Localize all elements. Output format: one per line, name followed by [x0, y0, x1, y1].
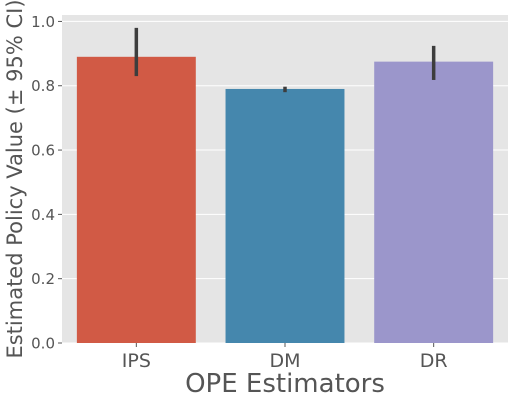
x-axis-title: OPE Estimators [185, 369, 385, 399]
y-axis-title: Estimated Policy Value (± 95% CI) [3, 0, 27, 359]
y-tick-label: 0.6 [31, 142, 55, 160]
bar-dr [374, 61, 494, 344]
x-tick-label: DR [420, 350, 448, 372]
y-tick-label: 0.0 [31, 335, 55, 353]
bar-ips [76, 56, 196, 343]
y-tick-label: 0.2 [31, 270, 55, 288]
y-tick-label: 0.8 [31, 77, 55, 95]
y-tick-label: 1.0 [31, 13, 55, 31]
x-axis-ticks: IPS DM DR [122, 343, 448, 372]
error-bars [134, 27, 436, 93]
y-axis-ticks: 0.0 0.2 0.4 0.6 0.8 1.0 [31, 13, 62, 353]
bars [76, 56, 494, 344]
x-tick-label: DM [269, 350, 300, 372]
bar-dm [225, 88, 345, 343]
y-tick-label: 0.4 [31, 206, 55, 224]
x-tick-label: IPS [122, 350, 151, 372]
